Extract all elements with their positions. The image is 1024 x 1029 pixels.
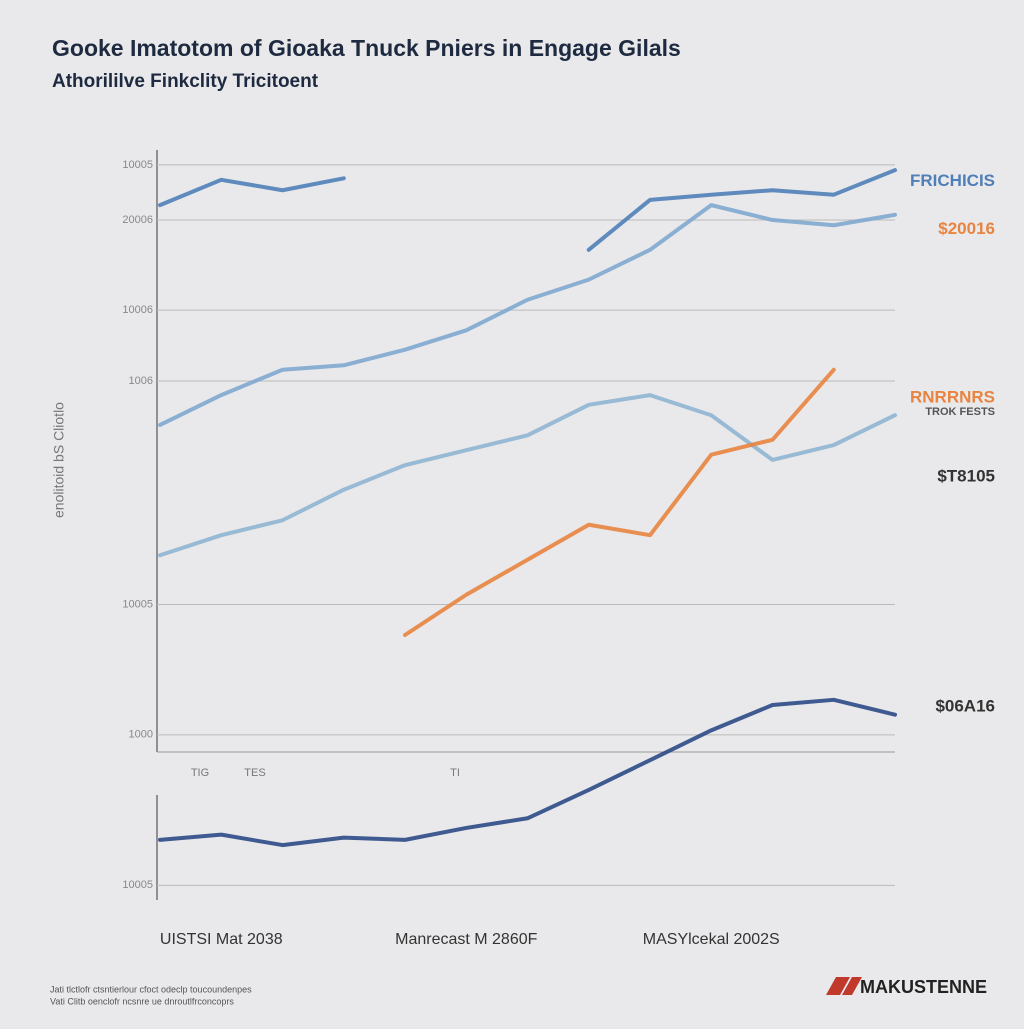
brand: MAKUSTENNE	[860, 977, 987, 997]
series-line	[158, 203, 897, 427]
annotation: $06A16	[935, 697, 995, 716]
annotation: TROK FESTS	[925, 406, 995, 418]
annotation: $20016	[938, 219, 995, 238]
annotation: RNRRNRS	[910, 388, 995, 407]
y-tick-label: 10005	[122, 598, 153, 610]
x-small-label: TIG	[191, 767, 209, 779]
x-small-label: TES	[244, 767, 265, 779]
chart-subtitle: Athorililve Finkclity Tricitoent	[52, 71, 319, 92]
series-line	[158, 697, 897, 848]
y-tick-label: 1006	[129, 375, 153, 387]
y-tick-label: 10006	[122, 304, 153, 316]
x-tick-label: Manrecast M 2860F	[395, 931, 538, 948]
y-tick-label: 10005	[122, 159, 153, 171]
series-line	[158, 393, 897, 558]
x-tick-label: UISTSI Mat 2038	[160, 931, 283, 948]
y-tick-label: 1000	[129, 729, 153, 741]
footer: Jati tlctlofr ctsntierlour cfoct odeclp …	[50, 984, 252, 994]
y-tick-label: 10005	[122, 879, 153, 891]
chart-title: Gooke Imatotom of Gioaka Tnuck Pniers in…	[52, 35, 681, 61]
x-small-label: TI	[450, 767, 460, 779]
series-line	[403, 367, 836, 637]
y-tick-label: 20006	[122, 214, 153, 226]
x-tick-label: MASYlcekal 2002S	[643, 931, 780, 948]
footer: Vati Clitb oenclofr ncsnre ue dnroutlfrc…	[50, 996, 234, 1006]
annotation: $T8105	[937, 467, 995, 486]
series-line	[158, 168, 897, 252]
y-axis-label: enolitoid bS Cliotlo	[51, 402, 67, 518]
brand-logo	[826, 977, 862, 995]
annotation: FRICHICIS	[910, 171, 995, 190]
